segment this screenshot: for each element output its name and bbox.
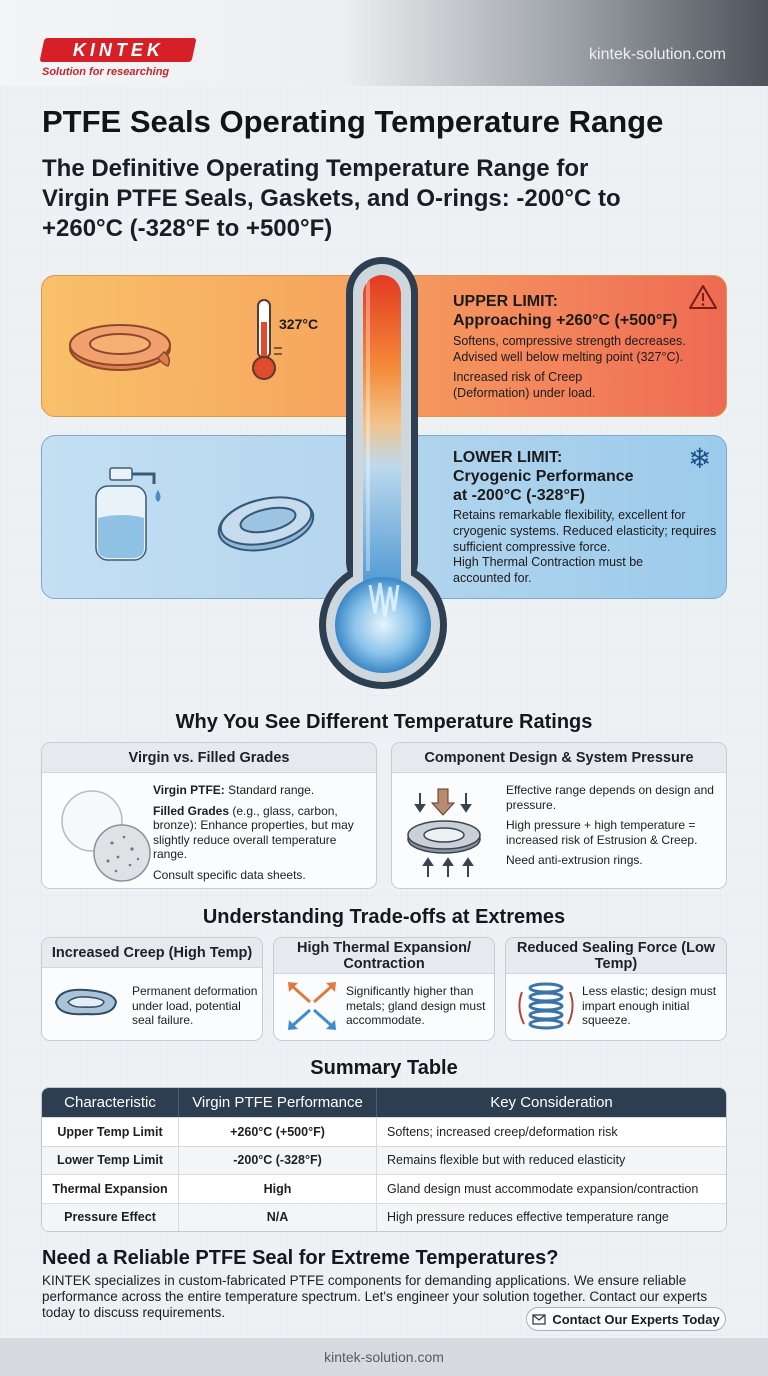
logo-tagline: Solution for researching: [42, 66, 170, 78]
column-header: Key Consideration: [490, 1094, 613, 1111]
card-text: Virgin PTFE: Standard range. Filled Grad…: [153, 783, 368, 888]
deformed-seal-icon: [54, 988, 118, 1016]
table-cell: Upper Temp Limit: [42, 1118, 179, 1146]
site-url[interactable]: kintek-solution.com: [589, 46, 726, 63]
tradeoffs-heading: Understanding Trade-offs at Extremes: [202, 906, 566, 928]
sealing-force-card: Reduced Sealing Force (Low Temp) Less el…: [505, 937, 727, 1041]
table-cell: High pressure reduces effective temperat…: [387, 1210, 669, 1225]
contact-button-label: Contact Our Experts Today: [552, 1311, 720, 1327]
card-title: Virgin vs. Filled Grades: [42, 743, 376, 773]
table-cell: High: [179, 1175, 377, 1203]
table-header-row: Characteristic Virgin PTFE Performance K…: [42, 1088, 726, 1117]
contact-experts-button[interactable]: Contact Our Experts Today: [526, 1307, 726, 1331]
lower-limit-text2: High Thermal Contraction must be account…: [453, 555, 644, 585]
melting-point-label: 327°C: [279, 316, 319, 332]
table-cell: Pressure Effect: [42, 1203, 179, 1231]
ptfe-ring-icon: [69, 324, 171, 371]
table-cell: Softens; increased creep/deformation ris…: [387, 1124, 618, 1139]
filled-desc: (e.g., glass, carbon, bronze): Enhance p…: [153, 803, 354, 862]
table-row: Thermal Expansion High Gland design must…: [42, 1174, 726, 1203]
why-heading: Why You See Different Temperature Rating…: [175, 711, 593, 733]
snowflake-icon: ❄: [688, 443, 712, 474]
table-cell: Thermal Expansion: [42, 1175, 179, 1203]
kintek-logo[interactable]: KINTEK: [39, 38, 197, 62]
card-title: Increased Creep (High Temp): [42, 938, 262, 968]
consult-note: Consult specific data sheets.: [153, 867, 306, 882]
table-row: Upper Temp Limit +260°C (+500°F) Softens…: [42, 1117, 726, 1146]
expansion-arrows-icon: [288, 982, 336, 1030]
thermal-expansion-card: High Thermal Expansion/ Contraction Sign…: [273, 937, 495, 1041]
cryogenic-tank-icon: [95, 467, 161, 561]
pressure-arrows-icon: [407, 788, 481, 877]
summary-table: Characteristic Virgin PTFE Performance K…: [41, 1087, 727, 1232]
page-subtitle: The Definitive Operating Temperature Ran…: [42, 155, 621, 242]
creep-text: Permanent deformation under load, potent…: [132, 984, 258, 1027]
table-cell: +260°C (+500°F): [179, 1118, 377, 1146]
design-text2: High pressure + high temperature = incre…: [506, 818, 698, 847]
upper-heading-line2: Approaching +260°C (+500°F): [453, 312, 678, 329]
table-row: Lower Temp Limit -200°C (-328°F) Remains…: [42, 1145, 726, 1174]
filled-label: Filled Grades: [153, 803, 230, 818]
table-cell: -200°C (-328°F): [179, 1146, 377, 1174]
upper-limit-text1: Softens, compressive strength decreases.…: [453, 334, 686, 364]
cta-text: KINTEK specializes in custom-fabricated …: [42, 1273, 708, 1320]
virgin-desc: Standard range.: [224, 783, 315, 797]
lower-heading-line2: Cryogenic Performance: [453, 468, 634, 485]
warning-icon: [689, 285, 717, 309]
upper-heading-line1: UPPER LIMIT:: [453, 293, 558, 310]
virgin-vs-filled-card: Virgin vs. Filled Grades Virgin PTFE: St…: [41, 742, 377, 889]
lower-limit-heading: LOWER LIMIT: Cryogenic Performance at -2…: [453, 448, 634, 505]
main-thermometer-illustration: [319, 257, 447, 689]
design-pressure-card: Component Design & System Pressure Effec…: [391, 742, 727, 889]
cta-title: Need a Reliable PTFE Seal for Extreme Te…: [42, 1247, 559, 1269]
card-title: Component Design & System Pressure: [392, 743, 726, 773]
column-header: Virgin PTFE Performance: [179, 1088, 377, 1117]
upper-limit-heading: UPPER LIMIT: Approaching +260°C (+500°F): [453, 292, 677, 330]
lower-limit-text1: Retains remarkable flexibility, excellen…: [453, 508, 717, 554]
ptfe-granules-icon: [61, 790, 151, 882]
card-title: Reduced Sealing Force (Low Temp): [506, 938, 726, 974]
summary-heading: Summary Table: [310, 1057, 458, 1079]
design-text3: Need anti-extrusion rings.: [506, 853, 643, 867]
creep-card: Increased Creep (High Temp) Permanent de…: [41, 937, 263, 1041]
card-text: Effective range depends on design and pr…: [506, 783, 720, 874]
sealing-text: Less elastic; design must impart enough …: [582, 984, 717, 1027]
footer-site-url[interactable]: kintek-solution.com: [0, 1338, 768, 1376]
column-header: Characteristic: [42, 1088, 179, 1117]
logo-text: KINTEK: [72, 39, 164, 60]
table-cell: Gland design must accommodate expansion/…: [387, 1181, 699, 1196]
lower-heading-line1: LOWER LIMIT:: [453, 449, 563, 466]
mail-icon: [532, 1313, 546, 1325]
page-title: PTFE Seals Operating Temperature Range: [42, 104, 664, 139]
expansion-text: Significantly higher than metals; gland …: [346, 984, 486, 1027]
spring-icon: [518, 982, 574, 1030]
virgin-label: Virgin PTFE:: [153, 783, 225, 797]
card-title: High Thermal Expansion/ Contraction: [274, 938, 494, 974]
design-text1: Effective range depends on design and pr…: [506, 783, 714, 812]
table-row: Pressure Effect N/A High pressure reduce…: [42, 1202, 726, 1231]
oval-seal-icon: [217, 496, 315, 552]
lower-heading-line3: at -200°C (-328°F): [453, 487, 585, 504]
small-thermometer-icon: [252, 299, 282, 380]
header-bar: KINTEK Solution for researching kintek-s…: [0, 0, 768, 86]
upper-limit-text2: Increased risk of Creep (Deformation) un…: [453, 370, 596, 400]
table-cell: Remains flexible but with reduced elasti…: [387, 1153, 626, 1168]
table-cell: N/A: [179, 1203, 377, 1231]
table-cell: Lower Temp Limit: [42, 1146, 179, 1174]
